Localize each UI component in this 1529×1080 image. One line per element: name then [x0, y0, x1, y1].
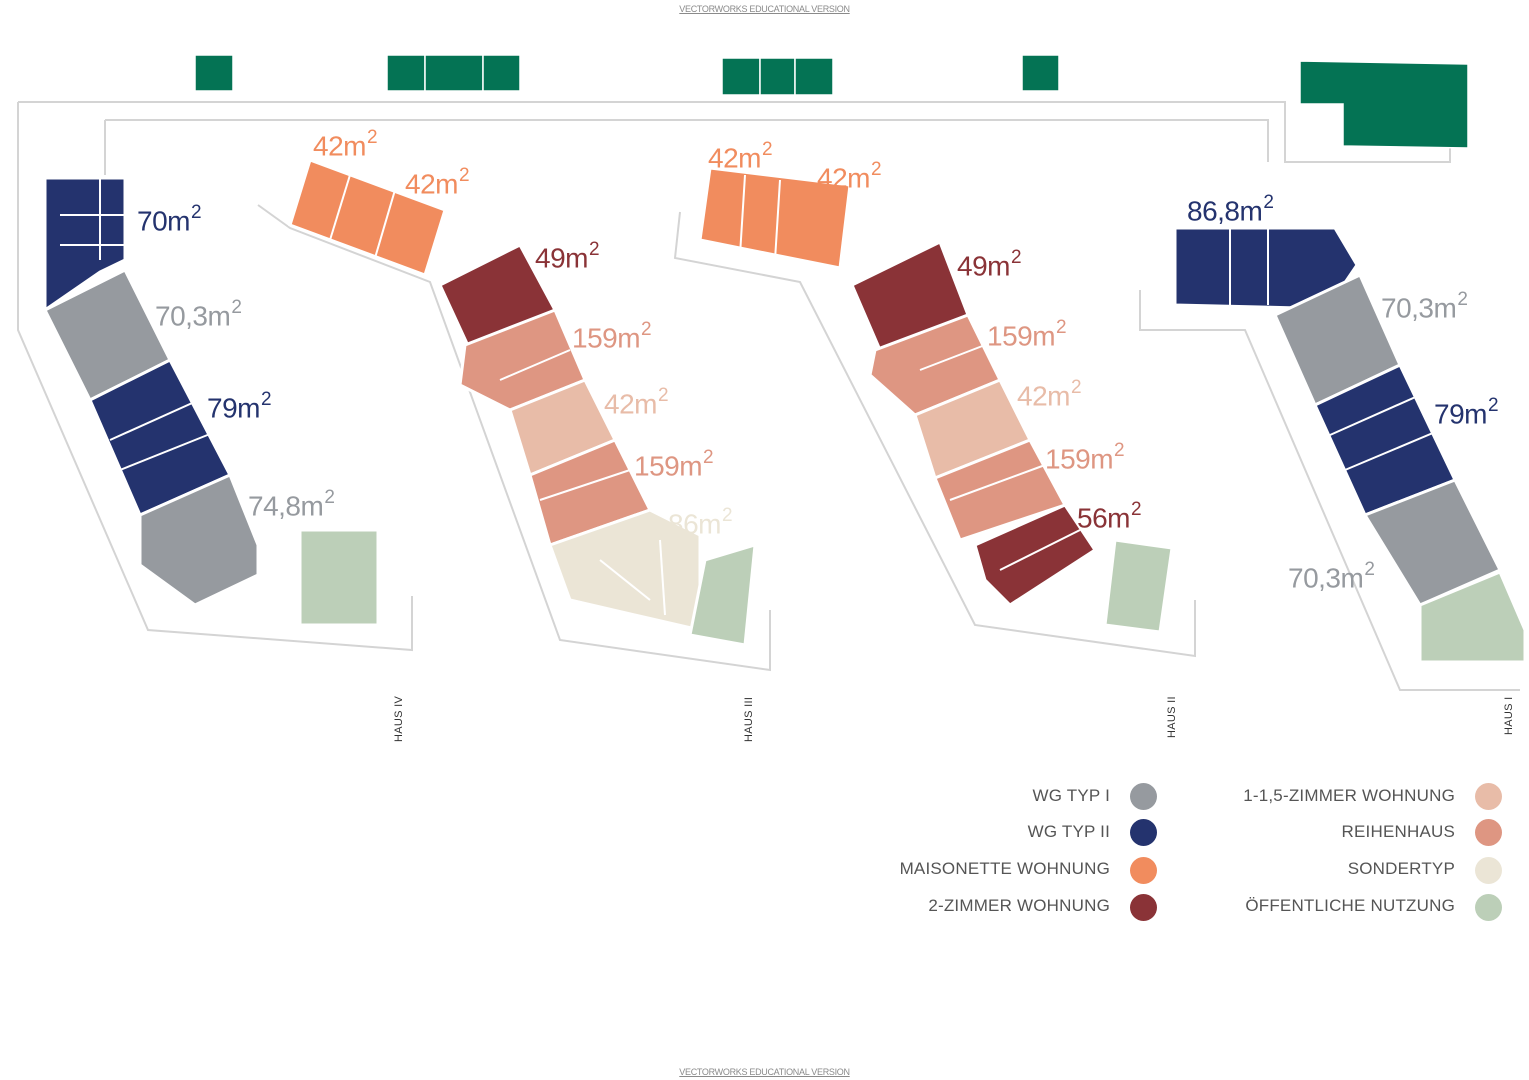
green-block	[386, 54, 426, 92]
legend-swatch	[1130, 894, 1157, 921]
legend-swatch	[1475, 894, 1502, 921]
haus-2-building	[698, 166, 1174, 634]
green-blocks	[194, 54, 1469, 149]
house-label-4: HAUS IV	[393, 695, 405, 742]
green-block	[482, 54, 521, 92]
area-label: 70m2	[137, 202, 202, 237]
area-label: 159m2	[572, 319, 652, 354]
legend-swatch	[1130, 819, 1157, 846]
green-block	[194, 54, 234, 92]
public-block	[298, 528, 380, 627]
area-label: 70,3m2	[1381, 289, 1468, 324]
green-block	[721, 57, 761, 96]
legend-item: 1-1,5-ZIMMER WOHNUNG	[1243, 786, 1455, 805]
legend-item: WG TYP I	[1032, 786, 1110, 805]
green-block	[759, 57, 796, 96]
area-label: 42m2	[708, 139, 773, 174]
area-label: 42m2	[1017, 377, 1082, 412]
legend-swatch	[1475, 819, 1502, 846]
house-label-2: HAUS II	[1166, 696, 1178, 738]
area-label: 42m2	[604, 385, 669, 420]
legend-swatch	[1130, 857, 1157, 884]
area-label: 79m2	[1434, 395, 1499, 430]
area-label: 49m2	[957, 247, 1022, 282]
apartment-maisonette	[288, 158, 447, 277]
apartment-wg1	[138, 472, 260, 607]
area-label: 86m2	[668, 505, 733, 540]
apartment-public	[1418, 570, 1527, 664]
legend-item: WG TYP II	[1027, 822, 1110, 841]
haus-3-building	[288, 158, 757, 647]
green-block	[424, 54, 484, 92]
area-label: 70,3m2	[1288, 559, 1375, 594]
house-label-1: HAUS I	[1503, 696, 1515, 735]
legend-item: SONDERTYP	[1347, 859, 1455, 878]
green-block-large	[1299, 60, 1469, 149]
site-outline	[17, 101, 1520, 691]
watermark-top: VECTORWORKS EDUCATIONAL VERSION	[679, 4, 850, 14]
area-label: 42m2	[817, 159, 882, 194]
legend-item: 2-ZIMMER WOHNUNG	[928, 896, 1110, 915]
haus-4-building	[42, 176, 260, 607]
area-label: 49m2	[535, 239, 600, 274]
green-block	[794, 57, 834, 96]
apartment-public	[1103, 538, 1174, 634]
legend-swatch	[1130, 783, 1157, 810]
interior-walls	[60, 174, 1441, 616]
area-label: 159m2	[1045, 440, 1125, 475]
legend-item: MAISONETTE WOHNUNG	[899, 859, 1110, 878]
area-label: 42m2	[313, 127, 378, 162]
legend-item: REIHENHAUS	[1341, 822, 1455, 841]
area-label: 86,8m2	[1187, 192, 1274, 227]
legend-item: ÖFFENTLICHE NUTZUNG	[1245, 896, 1455, 915]
house-label-3: HAUS III	[743, 696, 755, 742]
area-label: 74,8m2	[248, 487, 335, 522]
legend-swatch	[1475, 857, 1502, 884]
haus-1-building	[1173, 226, 1527, 664]
apartment-public	[688, 542, 757, 647]
area-label: 159m2	[987, 317, 1067, 352]
area-label: 42m2	[405, 165, 470, 200]
area-label: 70,3m2	[155, 297, 242, 332]
apartment-maisonette	[698, 166, 852, 270]
area-label: 79m2	[207, 389, 272, 424]
watermark-bottom: VECTORWORKS EDUCATIONAL VERSION	[679, 1067, 850, 1077]
apartment-wg1	[1362, 478, 1503, 607]
green-block	[1021, 54, 1060, 92]
area-label: 159m2	[634, 447, 714, 482]
apartment-2zimmer	[973, 503, 1098, 607]
legend-swatch	[1475, 783, 1502, 810]
area-label: 56m2	[1077, 499, 1142, 534]
